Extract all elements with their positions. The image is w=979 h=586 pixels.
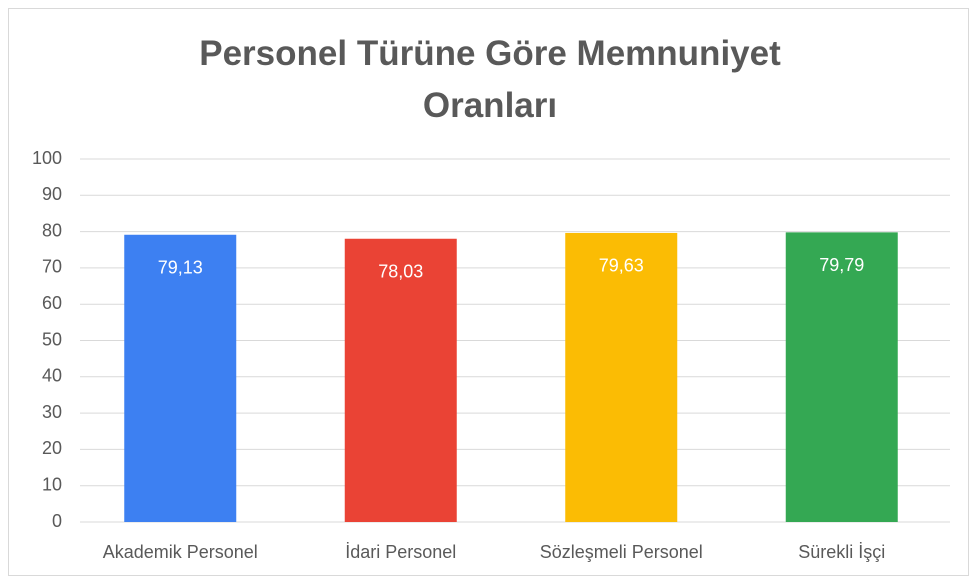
y-tick-label: 30 <box>42 402 62 422</box>
x-tick-label: Sürekli İşçi <box>798 542 885 562</box>
value-label: 78,03 <box>378 262 423 282</box>
y-tick-label: 0 <box>52 511 62 531</box>
chart-frame <box>8 8 969 576</box>
y-tick-label: 80 <box>42 220 62 240</box>
x-tick-label: Akademik Personel <box>103 542 258 562</box>
y-tick-label: 20 <box>42 438 62 458</box>
x-tick-label: Sözleşmeli Personel <box>540 542 703 562</box>
bar <box>565 232 678 522</box>
bar <box>124 234 237 522</box>
value-label: 79,79 <box>819 255 864 275</box>
x-tick-label: İdari Personel <box>345 542 456 562</box>
y-tick-label: 60 <box>42 293 62 313</box>
value-label: 79,63 <box>599 256 644 276</box>
bar <box>344 238 457 522</box>
chart-title: Personel Türüne Göre Memnuniyet Oranları <box>199 34 781 125</box>
y-tick-label: 90 <box>42 184 62 204</box>
value-label: 79,13 <box>158 258 203 278</box>
y-tick-label: 50 <box>42 329 62 349</box>
y-tick-label: 40 <box>42 366 62 386</box>
y-tick-label: 70 <box>42 257 62 277</box>
y-tick-label: 100 <box>32 148 62 168</box>
y-tick-label: 10 <box>42 474 62 494</box>
bar <box>785 232 898 522</box>
